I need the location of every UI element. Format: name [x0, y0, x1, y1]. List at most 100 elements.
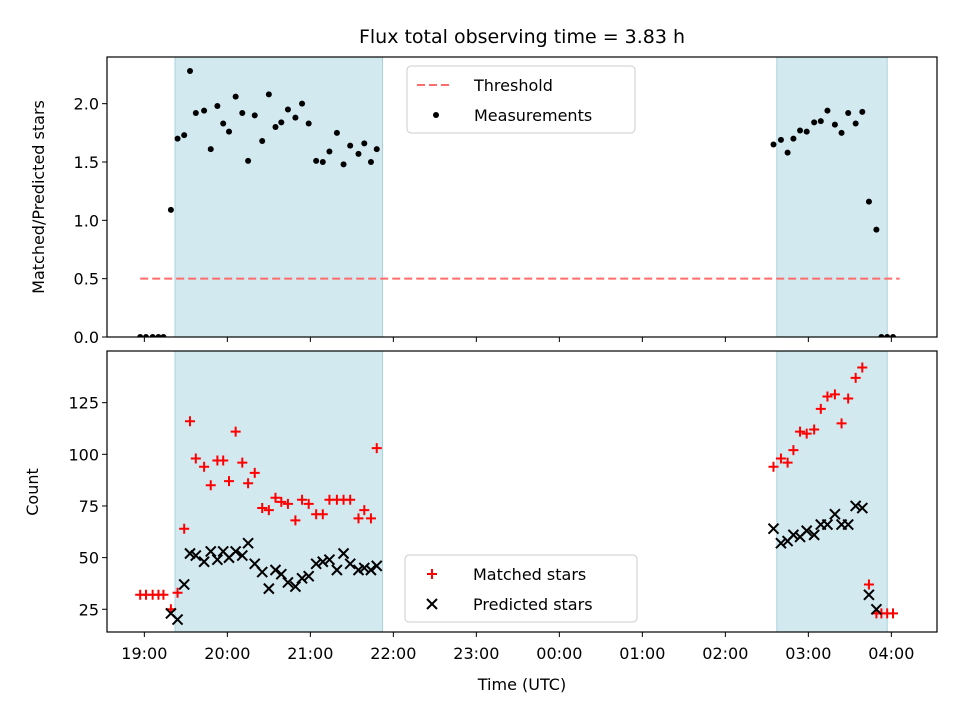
predicted-stars-point [275, 568, 288, 580]
predicted-stars-point [263, 582, 275, 595]
measurements-point [251, 112, 258, 119]
x-tick-label: 23:00 [453, 644, 499, 663]
measurements-point [299, 100, 306, 107]
measurements-point [220, 120, 227, 127]
observing-window-shade [174, 56, 384, 338]
matched-stars-point [172, 587, 183, 598]
measurements-point [845, 110, 852, 116]
matched-stars-point [822, 391, 833, 402]
predicted-stars-point [337, 547, 350, 560]
predicted-stars-point [198, 556, 210, 568]
matched-stars-point [768, 461, 779, 472]
legend-label: Matched stars [473, 565, 586, 584]
matched-stars-point [317, 509, 328, 520]
measurements-point [167, 206, 174, 213]
matched-stars-point [775, 453, 786, 464]
measurements-point [333, 129, 340, 136]
predicted-stars-point [256, 566, 268, 578]
axes-frame [106, 56, 938, 338]
matched-stars-point [836, 418, 847, 429]
predicted-stars-point [787, 529, 800, 541]
predicted-stars-point [863, 589, 875, 601]
predicted-stars-point [767, 522, 780, 535]
measurements-point [838, 129, 845, 136]
measurements-point [278, 119, 285, 126]
predicted-stars-point [775, 537, 787, 549]
predicted-stars-point [358, 562, 371, 574]
matched-stars-point [237, 457, 248, 468]
predicted-stars-point [190, 549, 202, 562]
measurements-point [373, 146, 380, 153]
matched-stars-point [857, 362, 868, 373]
legend-box [404, 554, 638, 623]
x-tick-label: 21:00 [287, 644, 333, 663]
x-tick-label: 22:00 [370, 644, 416, 663]
measurements-point [803, 128, 810, 135]
measurements-point [245, 157, 252, 164]
y-tick-label: 100 [68, 445, 99, 464]
predicted-stars-point [371, 560, 383, 572]
predicted-stars-point [229, 545, 242, 558]
x-tick-label: 04:00 [868, 644, 914, 663]
measurements-point [232, 93, 239, 100]
matched-stars-point [282, 498, 293, 509]
predicted-stars-point [365, 564, 377, 576]
matched-stars-point [230, 426, 241, 437]
predicted-stars-point [842, 518, 854, 531]
y-tick-label: 75 [79, 497, 99, 516]
top-y-axis-label: Matched/Predicted stars [29, 100, 48, 294]
measurements-point [174, 135, 181, 142]
x-tick-label: 03:00 [785, 644, 831, 663]
measurements-point [187, 68, 193, 74]
measurements-point [143, 334, 150, 337]
measurements-point [824, 107, 831, 114]
matched-stars-point [205, 480, 216, 491]
matched-stars-point [185, 416, 195, 427]
axes-frame [106, 350, 938, 633]
matched-stars-point [850, 372, 861, 383]
measurements-point [355, 150, 362, 157]
matched-stars-point [345, 494, 356, 505]
legend-box [406, 65, 636, 134]
measurements-point [777, 136, 784, 143]
predicted-stars-point [282, 576, 294, 589]
x-tick-label: 01:00 [619, 644, 665, 663]
measurements-point [890, 334, 897, 337]
predicted-stars-point [323, 553, 336, 566]
matched-stars-point [270, 492, 281, 503]
matched-stars-point [290, 515, 301, 526]
measurements-point [207, 146, 214, 153]
legend: Matched stars Predicted stars [404, 554, 638, 623]
y-tick-label: 50 [79, 549, 99, 568]
measurements-point [239, 110, 246, 116]
matched-stars-point [190, 453, 201, 464]
predicted-stars-point [310, 558, 322, 570]
matched-stars-point [243, 478, 254, 489]
measurements-point [770, 141, 777, 148]
matched-stars-point [815, 403, 826, 414]
measurements-point [817, 118, 824, 125]
predicted-stars-point [800, 525, 813, 537]
matched-stars-point [179, 523, 190, 534]
plot-area [137, 68, 900, 337]
measurements-point [852, 120, 859, 127]
measurements-point [790, 135, 797, 142]
measurements-point [340, 161, 347, 168]
measurements-point [884, 334, 891, 337]
measurements-point [367, 159, 374, 165]
matched-stars-point [224, 476, 235, 487]
measurements-point [201, 107, 208, 114]
predicted-stars-point [317, 556, 329, 568]
measurements-point [831, 121, 838, 128]
measurements-point [361, 140, 368, 147]
measurements-point [160, 334, 167, 337]
legend-label: Measurements [474, 106, 592, 125]
legend-label: Predicted stars [473, 595, 593, 614]
matched-stars-point [843, 393, 854, 404]
predicted-stars-point [269, 564, 282, 576]
measurements-point [784, 149, 791, 156]
predicted-stars-point [870, 603, 883, 615]
measurements-point [878, 334, 885, 337]
predicted-stars-point [856, 502, 869, 514]
y-tick-label: 0.5 [74, 270, 99, 289]
